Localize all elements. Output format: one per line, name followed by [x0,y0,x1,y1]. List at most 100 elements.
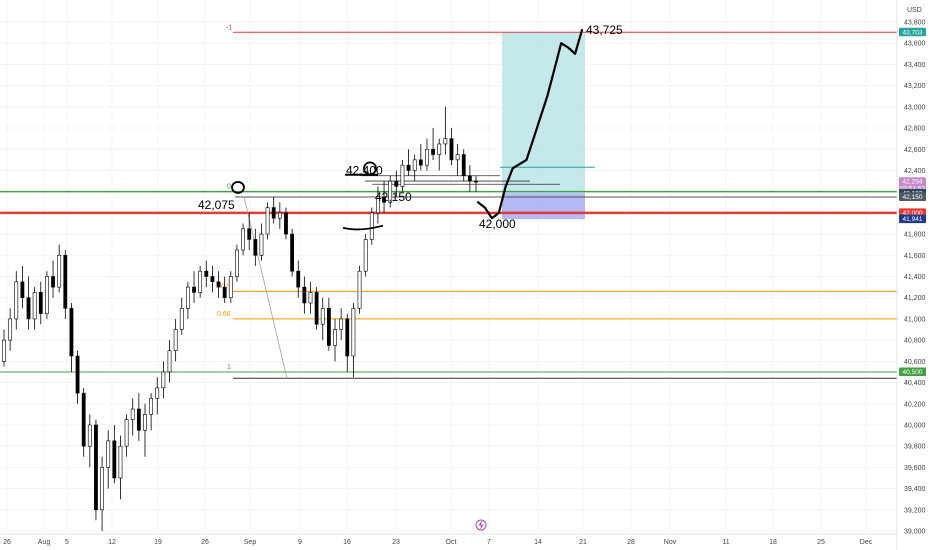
candle-body [185,286,190,309]
candle-body [382,196,386,203]
candle [431,128,435,160]
x-tick-label: 9 [298,539,302,546]
y-tick-label: 40,600 [904,359,926,366]
price-tag-bg [899,192,926,201]
candle [259,223,264,261]
candle [20,265,25,309]
candle [449,128,454,166]
candle-body [296,270,301,288]
candle-body [302,286,307,304]
price-annotation: 42,400 [346,163,383,177]
candle [210,265,215,293]
x-tick-label: 26 [3,539,11,546]
price-tag: 41,941 [899,214,926,224]
x-axis[interactable]: 26 Aug 5 12 19 26 Sep 9 16 23 Oct 7 14 21 28 Nov 11 18 25 D… [0,533,897,546]
candle-body [204,270,209,277]
candle-body [314,292,319,325]
x-tick-label: Oct [446,539,457,546]
candle [32,287,37,330]
candle-body [253,239,258,256]
candle [198,265,203,298]
candle-body [167,350,172,373]
candlestick-series [2,106,478,531]
candle-body [357,270,362,309]
candle [376,186,380,224]
candle [179,297,184,335]
candle-body [412,159,417,171]
price-annotation: 42,075 [198,198,235,212]
candle-body [149,398,154,415]
candle [357,265,362,314]
price-tag-label: 43,703 [903,29,923,36]
candle-body [136,408,141,431]
y-tick-label: 39,000 [904,529,926,536]
y-tick-label: 41,200 [904,295,926,302]
candle-body [437,143,442,155]
candle-body [161,371,166,389]
candle [63,249,68,319]
price-tag-bg [899,367,926,376]
candle-body [461,154,466,177]
hand-drawings [231,28,584,231]
price-tag-bg [899,214,926,224]
x-tick-label: 26 [201,539,209,546]
candle [412,154,417,182]
candle [345,313,350,372]
x-tick-label: 25 [817,539,825,546]
candle [192,271,196,304]
stop-loss-zone [502,193,585,220]
candle [45,271,49,319]
candle-body [241,228,245,251]
candle [394,170,399,197]
candle-body [2,339,6,362]
candle-body [75,355,80,394]
candle-body [443,138,448,145]
candle-body [173,329,178,352]
candle-body [235,249,239,277]
price-tag-label: 42,000 [903,210,923,217]
currency-label: USD [907,7,922,14]
lightning-icon[interactable] [475,519,487,531]
candle-body [124,419,129,447]
y-tick-label: 39,400 [904,486,926,493]
horizontal-lines: -100.50.661 [0,24,897,379]
candle-body [32,292,37,320]
candle-body [388,180,393,203]
x-tick-label: Sep [244,539,257,546]
fib-label: -1 [226,24,232,31]
candle-body [474,180,478,183]
x-tick-label: Aug [38,539,51,546]
candle [247,212,252,250]
candle [284,207,288,240]
price-tag: 40,500 [899,367,926,376]
candle-body [345,318,350,357]
candle-body [14,281,19,320]
candle-body [376,196,380,214]
candle [277,202,282,229]
y-axis-background [897,0,932,550]
candle-body [69,308,74,357]
candle [369,207,374,245]
y-tick-label: 43,200 [904,83,926,90]
candle-body [455,154,460,161]
y-tick-label: 39,600 [904,465,926,472]
lightning-icon-bolt [478,520,484,530]
candle [204,260,209,288]
projection-path [476,28,584,220]
y-axis[interactable]: USD 43,800 43,600 43,400 43,200 43,000 42,800 4… [896,0,932,550]
candle [106,430,111,489]
candle-body [63,254,68,309]
candle-body [130,408,135,420]
y-tick-label: 40,000 [904,422,926,429]
x-tick-label: 19 [154,539,162,546]
candle [418,143,423,171]
candle [81,387,86,457]
candle-body [38,292,43,314]
x-tick-label: 23 [392,539,400,546]
candle-body [20,281,25,299]
candle [8,308,13,351]
candle-body [179,308,184,330]
candle-body [449,138,454,161]
price-tag-label: 42,294 [903,179,923,186]
